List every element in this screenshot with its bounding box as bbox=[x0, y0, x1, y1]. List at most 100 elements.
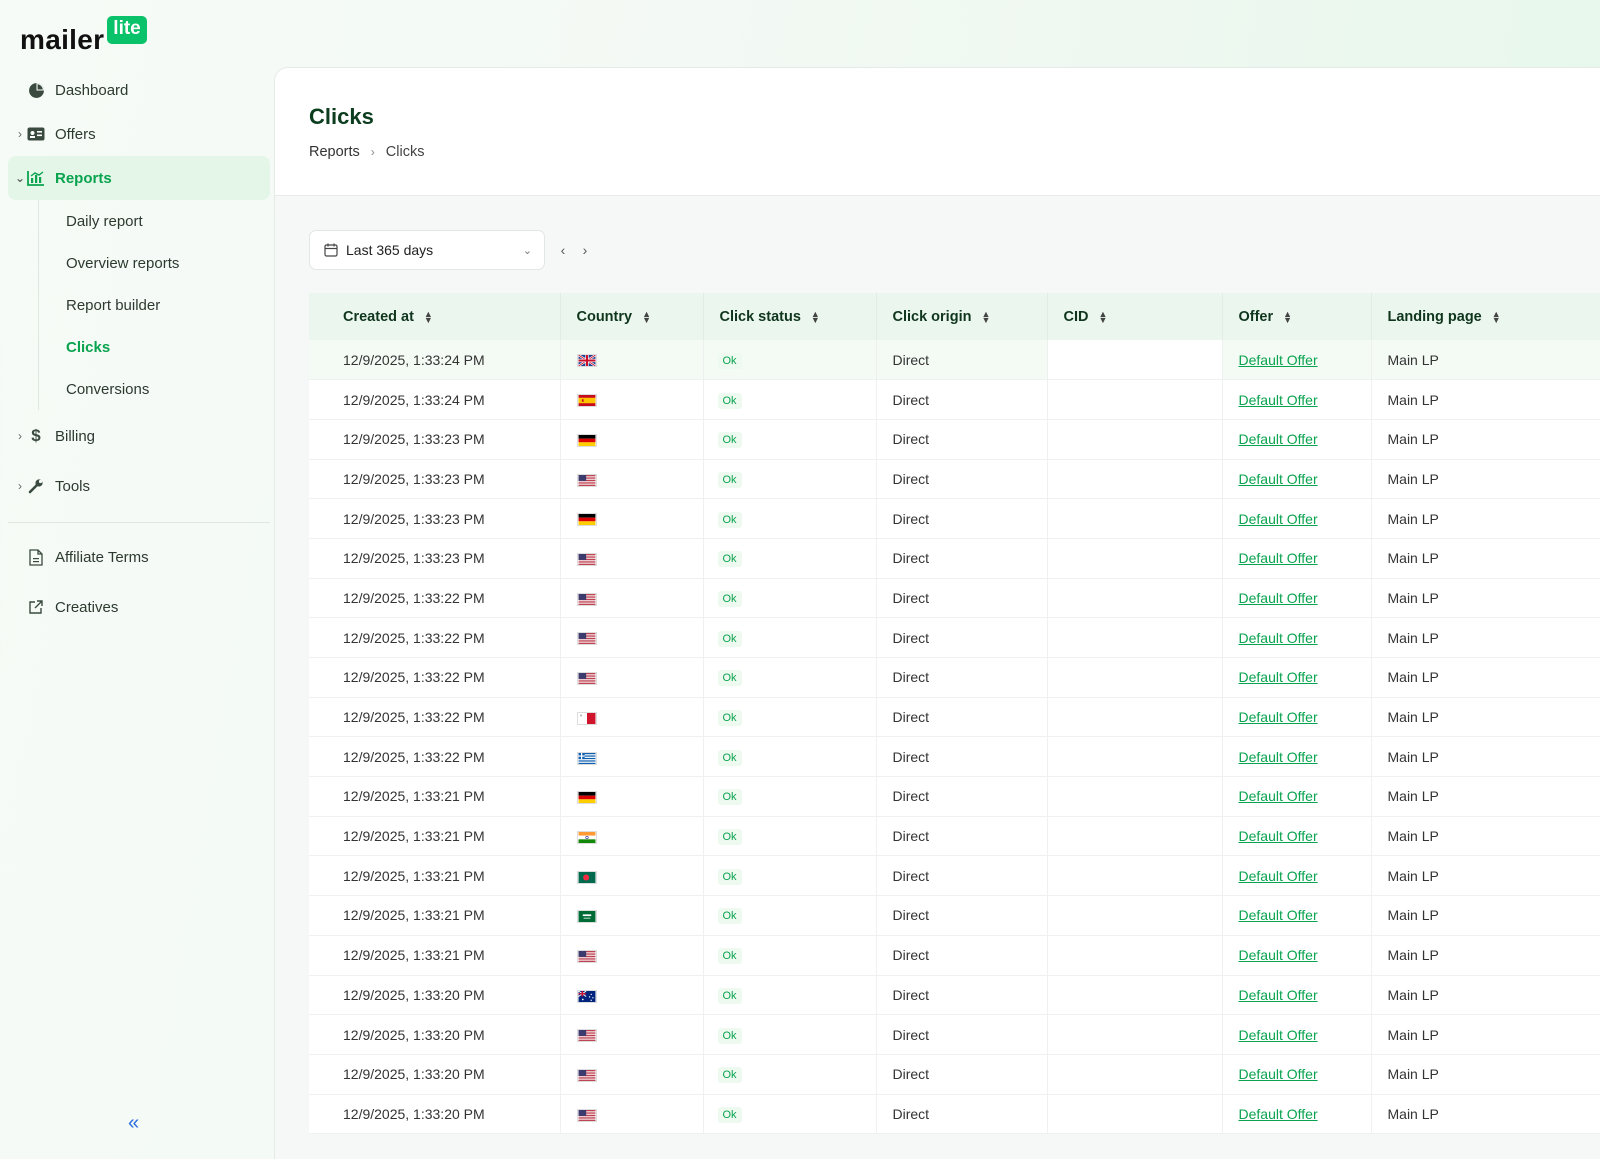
table-row[interactable]: 12/9/2025, 1:33:21 PM Ok Direct Default … bbox=[309, 816, 1600, 857]
cell-country bbox=[560, 1094, 704, 1135]
table-row[interactable]: 12/9/2025, 1:33:20 PM Ok Direct Default … bbox=[309, 1054, 1600, 1095]
table-row[interactable]: 12/9/2025, 1:33:21 PM Ok Direct Default … bbox=[309, 855, 1600, 897]
table-row[interactable]: 12/9/2025, 1:33:21 PM Ok Direct Default … bbox=[309, 935, 1600, 976]
sidebar-item-offers[interactable]: › Offers bbox=[8, 112, 270, 156]
status-badge: Ok bbox=[717, 392, 742, 409]
cell-click-origin: Direct bbox=[876, 1054, 1048, 1095]
offer-link[interactable]: Default Offer bbox=[1238, 470, 1318, 487]
table-row[interactable]: 12/9/2025, 1:33:22 PM Ok Direct Default … bbox=[309, 736, 1600, 778]
bar-chart-icon bbox=[26, 168, 46, 188]
country-flag-icon bbox=[576, 352, 597, 368]
sidebar-item-tools[interactable]: › Tools bbox=[8, 464, 270, 508]
sidebar-item-dashboard[interactable]: Dashboard bbox=[8, 68, 270, 112]
cell-cid bbox=[1047, 578, 1223, 619]
table-row[interactable]: 12/9/2025, 1:33:22 PM Ok Direct Default … bbox=[309, 697, 1600, 738]
id-card-icon bbox=[26, 124, 46, 144]
cell-offer: Default Offer bbox=[1222, 776, 1372, 817]
offer-link[interactable]: Default Offer bbox=[1238, 788, 1318, 805]
offer-link[interactable]: Default Offer bbox=[1238, 351, 1318, 368]
table-row[interactable]: 12/9/2025, 1:33:20 PM Ok Direct Default … bbox=[309, 1094, 1600, 1135]
sidebar-item-label: Billing bbox=[55, 427, 96, 445]
offer-link[interactable]: Default Offer bbox=[1238, 907, 1318, 924]
collapse-sidebar-button[interactable]: « bbox=[128, 1112, 140, 1134]
sidebar-subitem-clicks[interactable]: Clicks bbox=[66, 338, 111, 356]
sort-icon: ▲ ▼ bbox=[423, 308, 433, 325]
cell-click-status: Ok bbox=[703, 776, 877, 817]
cell-click-origin: Direct bbox=[876, 776, 1048, 817]
breadcrumb-reports[interactable]: Reports bbox=[309, 144, 360, 160]
cell-landing-page: Main LP bbox=[1371, 816, 1600, 857]
column-header-landing-page[interactable]: Landing page ▲ ▼ bbox=[1371, 293, 1600, 340]
table-row[interactable]: 12/9/2025, 1:33:22 PM Ok Direct Default … bbox=[309, 657, 1600, 698]
table-row[interactable]: 12/9/2025, 1:33:23 PM Ok Direct Default … bbox=[309, 498, 1600, 539]
previous-period-button[interactable]: ‹ bbox=[560, 242, 566, 258]
country-flag-icon bbox=[576, 669, 597, 686]
offer-link[interactable]: Default Offer bbox=[1238, 1026, 1318, 1043]
offer-link[interactable]: Default Offer bbox=[1238, 709, 1318, 726]
table-row[interactable]: 12/9/2025, 1:33:21 PM Ok Direct Default … bbox=[309, 895, 1600, 936]
table-row[interactable]: 12/9/2025, 1:33:23 PM Ok Direct Default … bbox=[309, 538, 1600, 579]
column-header-created-at[interactable]: Created at ▲ ▼ bbox=[309, 293, 561, 340]
offer-link[interactable]: Default Offer bbox=[1238, 431, 1318, 448]
sidebar-subitem-conversions[interactable]: Conversions bbox=[66, 380, 150, 398]
chevron-right-icon: › bbox=[18, 429, 22, 443]
offer-link[interactable]: Default Offer bbox=[1238, 629, 1318, 646]
cell-offer: Default Offer bbox=[1222, 1094, 1372, 1135]
cell-country bbox=[560, 379, 704, 420]
offer-link[interactable]: Default Offer bbox=[1238, 986, 1318, 1003]
cell-click-status: Ok bbox=[703, 578, 877, 619]
sidebar-item-affiliate-terms[interactable]: Affiliate Terms bbox=[8, 535, 270, 579]
column-header-cid[interactable]: CID ▲ ▼ bbox=[1047, 293, 1223, 340]
table-row[interactable]: 12/9/2025, 1:33:24 PM Ok Direct Default … bbox=[309, 379, 1600, 420]
sidebar-item-billing[interactable]: › $ Billing bbox=[8, 414, 270, 458]
date-range-select[interactable]: Last 365 days ⌄ bbox=[309, 230, 545, 270]
offer-link[interactable]: Default Offer bbox=[1238, 867, 1318, 884]
column-header-country[interactable]: Country ▲ ▼ bbox=[560, 293, 704, 340]
offer-link[interactable]: Default Offer bbox=[1238, 1066, 1318, 1083]
table-row[interactable]: 12/9/2025, 1:33:24 PM Ok Direct Default … bbox=[309, 340, 1600, 381]
cell-cid bbox=[1047, 816, 1223, 857]
cell-country bbox=[560, 498, 704, 539]
country-flag-icon bbox=[576, 1066, 597, 1083]
cell-country bbox=[560, 816, 704, 857]
offer-link[interactable]: Default Offer bbox=[1238, 589, 1318, 606]
column-header-offer[interactable]: Offer ▲ ▼ bbox=[1222, 293, 1372, 340]
sidebar-subitem-overview-reports[interactable]: Overview reports bbox=[66, 254, 180, 272]
country-flag-icon bbox=[576, 987, 597, 1003]
offer-link[interactable]: Default Offer bbox=[1238, 1105, 1318, 1122]
cell-click-status: Ok bbox=[703, 498, 877, 539]
reports-submenu: Daily report Overview reports Report bui… bbox=[38, 200, 270, 410]
sidebar-subitem-daily-report[interactable]: Daily report bbox=[66, 212, 143, 230]
next-period-button[interactable]: › bbox=[582, 242, 588, 258]
table-row[interactable]: 12/9/2025, 1:33:22 PM Ok Direct Default … bbox=[309, 578, 1600, 619]
sidebar-subitem-report-builder[interactable]: Report builder bbox=[66, 296, 161, 314]
sidebar-item-creatives[interactable]: Creatives bbox=[8, 585, 270, 629]
table-row[interactable]: 12/9/2025, 1:33:21 PM Ok Direct Default … bbox=[309, 776, 1600, 817]
sort-icon: ▲ ▼ bbox=[810, 308, 820, 325]
country-flag-icon bbox=[576, 1106, 597, 1122]
offer-link[interactable]: Default Offer bbox=[1238, 391, 1318, 408]
cell-cid bbox=[1047, 657, 1223, 698]
column-header-click-status[interactable]: Click status ▲ ▼ bbox=[703, 293, 877, 340]
cell-created-at: 12/9/2025, 1:33:20 PM bbox=[309, 1014, 561, 1055]
cell-created-at: 12/9/2025, 1:33:24 PM bbox=[309, 340, 561, 381]
offer-link[interactable]: Default Offer bbox=[1238, 669, 1318, 686]
page-title: Clicks bbox=[309, 104, 374, 129]
offer-link[interactable]: Default Offer bbox=[1238, 947, 1318, 964]
table-row[interactable]: 12/9/2025, 1:33:23 PM Ok Direct Default … bbox=[309, 419, 1600, 460]
offer-link[interactable]: Default Offer bbox=[1238, 828, 1318, 845]
offer-link[interactable]: Default Offer bbox=[1238, 550, 1318, 567]
cell-country bbox=[560, 1054, 704, 1095]
sidebar-item-reports[interactable]: ⌄ Reports bbox=[8, 156, 270, 200]
table-row[interactable]: 12/9/2025, 1:33:20 PM Ok Direct Default … bbox=[309, 1014, 1600, 1055]
cell-cid bbox=[1047, 776, 1223, 817]
table-row[interactable]: 12/9/2025, 1:33:23 PM Ok Direct Default … bbox=[309, 459, 1600, 500]
offer-link[interactable]: Default Offer bbox=[1238, 510, 1318, 527]
offer-link[interactable]: Default Offer bbox=[1238, 748, 1318, 765]
column-header-click-origin[interactable]: Click origin ▲ ▼ bbox=[876, 293, 1048, 340]
table-row[interactable]: 12/9/2025, 1:33:20 PM Ok Direct Default … bbox=[309, 975, 1600, 1016]
brand-logo[interactable]: mailer lite bbox=[20, 16, 147, 56]
cell-click-status: Ok bbox=[703, 895, 877, 936]
cell-created-at: 12/9/2025, 1:33:22 PM bbox=[309, 578, 561, 619]
table-row[interactable]: 12/9/2025, 1:33:22 PM Ok Direct Default … bbox=[309, 617, 1600, 658]
